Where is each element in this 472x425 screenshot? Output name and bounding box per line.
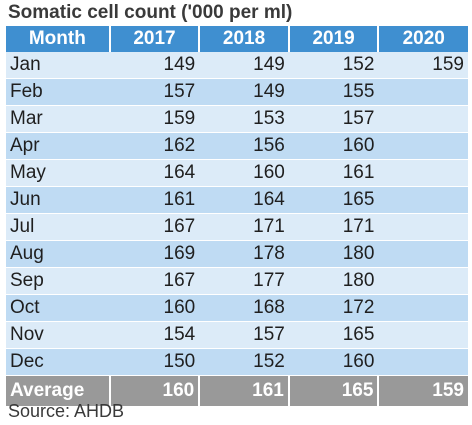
table-row: Nov 154 157 165 (6, 321, 468, 349)
value-cell: 152 (288, 52, 379, 79)
table-row: Jul 167 171 171 (6, 213, 468, 241)
value-cell: 157 (288, 105, 379, 133)
month-cell: May (6, 159, 110, 187)
value-cell (378, 267, 468, 295)
table-row: Dec 150 152 160 (6, 348, 468, 376)
month-cell: Mar (6, 105, 110, 133)
table-row: May 164 160 161 (6, 159, 468, 187)
value-cell: 156 (199, 132, 289, 160)
value-cell (378, 294, 468, 322)
somatic-cell-count-table: Month 2017 2018 2019 2020 Jan 149 149 15… (6, 26, 468, 406)
value-cell: 149 (109, 52, 200, 79)
average-value-2017: 160 (109, 375, 201, 406)
month-cell: Jul (6, 213, 110, 241)
value-cell (378, 213, 468, 241)
value-cell (378, 159, 468, 187)
value-cell: 160 (288, 348, 379, 376)
table-row: Feb 157 149 155 (6, 78, 468, 106)
column-header-month: Month (6, 26, 111, 52)
table-row: Sep 167 177 180 (6, 267, 468, 295)
table-row: Aug 169 178 180 (6, 240, 468, 268)
value-cell: 168 (199, 294, 289, 322)
average-row: Average 160 161 165 159 (6, 375, 468, 406)
table-row: Jun 161 164 165 (6, 186, 468, 214)
value-cell: 159 (378, 52, 468, 79)
header-row: Month 2017 2018 2019 2020 (6, 26, 468, 52)
value-cell (378, 240, 468, 268)
month-cell: Apr (6, 132, 110, 160)
table-row: Mar 159 153 157 (6, 105, 468, 133)
value-cell: 162 (109, 132, 200, 160)
value-cell: 177 (199, 267, 289, 295)
value-cell: 169 (109, 240, 200, 268)
month-cell: Nov (6, 321, 110, 349)
month-cell: Dec (6, 348, 110, 376)
value-cell: 165 (288, 186, 379, 214)
value-cell: 160 (288, 132, 379, 160)
average-value-2018: 161 (199, 375, 290, 406)
value-cell (378, 321, 468, 349)
value-cell: 155 (288, 78, 379, 106)
average-value-2020: 159 (378, 375, 468, 406)
source-note: Source: AHDB (8, 401, 125, 421)
value-cell: 157 (199, 321, 289, 349)
value-cell: 150 (109, 348, 200, 376)
average-label: Average (6, 375, 111, 406)
value-cell: 178 (199, 240, 289, 268)
month-cell: Jun (6, 186, 110, 214)
value-cell: 149 (199, 78, 289, 106)
value-cell: 171 (199, 213, 289, 241)
value-cell: 160 (199, 159, 289, 187)
column-header-2020: 2020 (378, 26, 468, 52)
column-header-2017: 2017 (109, 26, 201, 52)
value-cell: 164 (199, 186, 289, 214)
month-cell: Oct (6, 294, 110, 322)
value-cell: 167 (109, 267, 200, 295)
table-row: Oct 160 168 172 (6, 294, 468, 322)
month-cell: Jan (6, 52, 110, 79)
month-cell: Feb (6, 78, 110, 106)
value-cell: 180 (288, 240, 379, 268)
value-cell: 160 (109, 294, 200, 322)
table-row: Jan 149 149 152 159 (6, 52, 468, 79)
column-header-2018: 2018 (199, 26, 290, 52)
value-cell: 149 (199, 52, 289, 79)
average-value-2019: 165 (288, 375, 380, 406)
value-cell (378, 348, 468, 376)
month-cell: Sep (6, 267, 110, 295)
value-cell (378, 132, 468, 160)
value-cell: 152 (199, 348, 289, 376)
value-cell: 164 (109, 159, 200, 187)
value-cell: 161 (288, 159, 379, 187)
value-cell: 180 (288, 267, 379, 295)
table-title: Somatic cell count ('000 per ml) (8, 2, 293, 23)
value-cell: 172 (288, 294, 379, 322)
value-cell: 161 (109, 186, 200, 214)
column-header-2019: 2019 (288, 26, 380, 52)
value-cell: 157 (109, 78, 200, 106)
table-row: Apr 162 156 160 (6, 132, 468, 160)
month-cell: Aug (6, 240, 110, 268)
value-cell (378, 105, 468, 133)
value-cell (378, 186, 468, 214)
value-cell: 171 (288, 213, 379, 241)
value-cell (378, 78, 468, 106)
value-cell: 159 (109, 105, 200, 133)
value-cell: 154 (109, 321, 200, 349)
value-cell: 153 (199, 105, 289, 133)
value-cell: 165 (288, 321, 379, 349)
value-cell: 167 (109, 213, 200, 241)
